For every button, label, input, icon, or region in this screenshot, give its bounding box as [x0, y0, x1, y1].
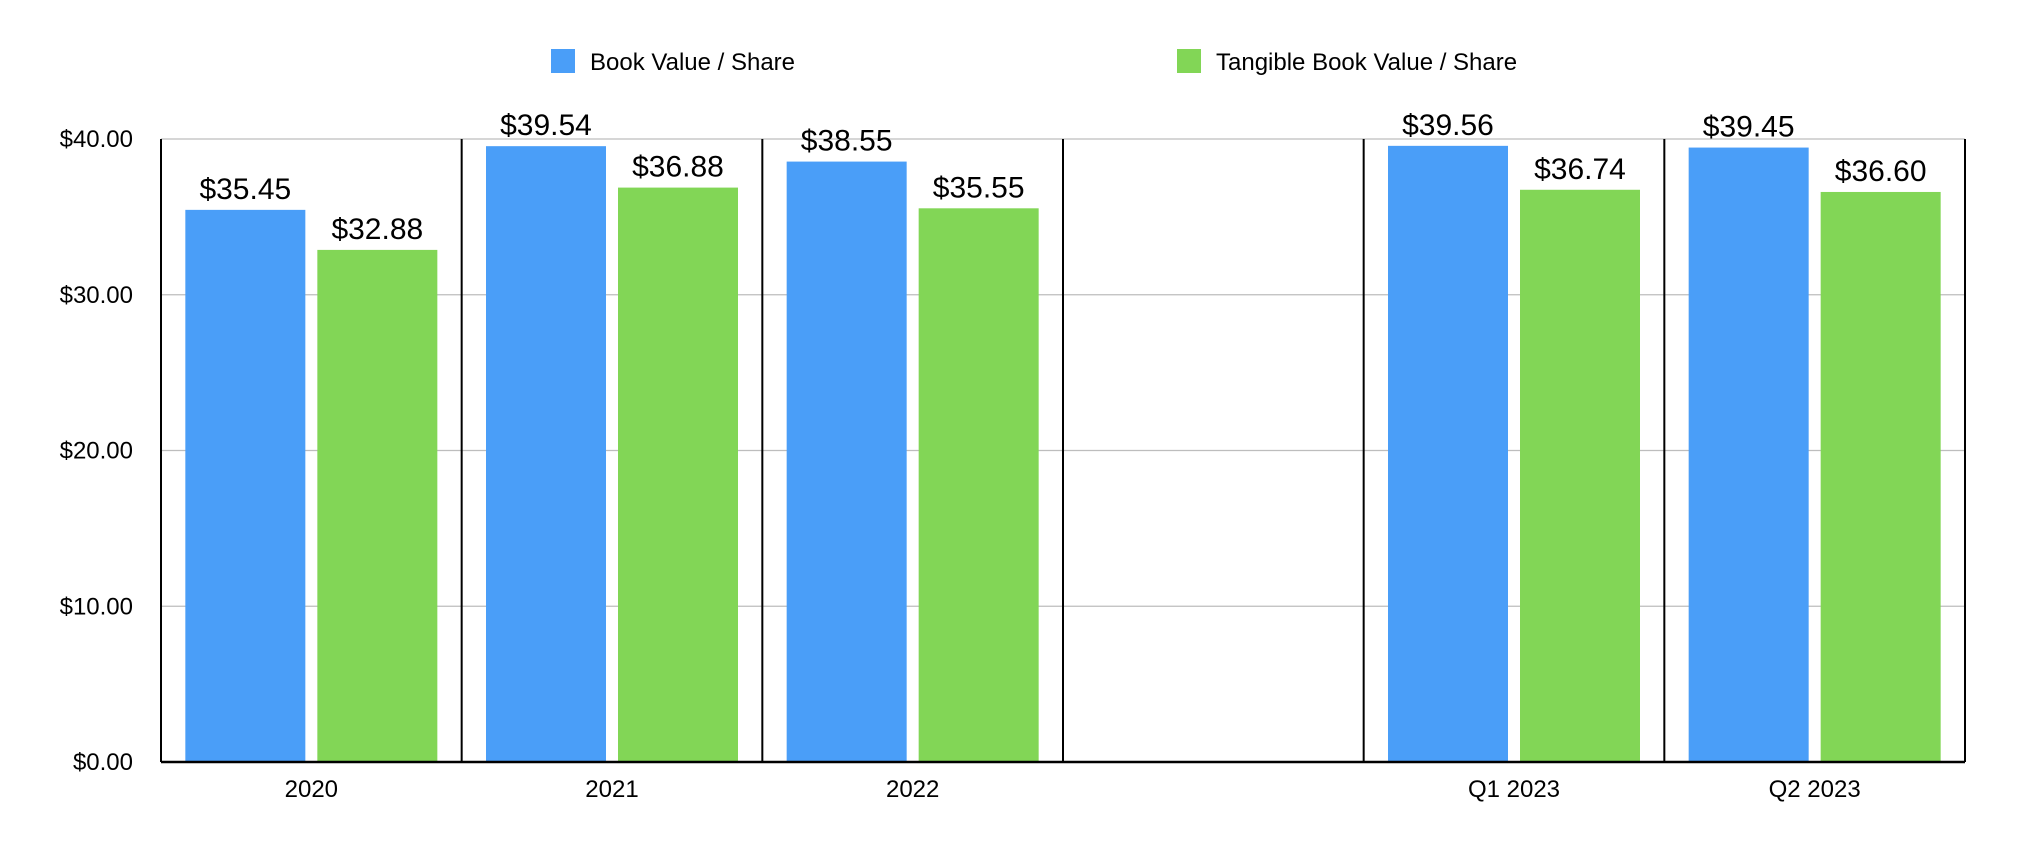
y-tick-label: $10.00	[60, 593, 133, 620]
data-label: $39.45	[1703, 111, 1795, 144]
data-label: $36.74	[1534, 153, 1626, 186]
bars	[185, 145, 1941, 763]
x-tick-label: Q2 2023	[1769, 776, 1861, 803]
bar	[618, 187, 738, 762]
x-tick-label: 2021	[585, 776, 638, 803]
x-tick-label: Q1 2023	[1468, 776, 1560, 803]
y-tick-label: $20.00	[60, 438, 133, 465]
data-label: $36.88	[632, 151, 724, 184]
bar	[317, 249, 438, 763]
y-tick-label: $30.00	[60, 282, 133, 309]
x-axis: 2020 2021 2022 Q1 2023 Q2 2023	[285, 776, 1861, 803]
legend-swatch	[1177, 49, 1201, 73]
bar	[786, 161, 907, 763]
bar	[185, 209, 306, 762]
data-label: $39.54	[500, 109, 592, 142]
bar	[1820, 191, 1941, 762]
legend-label: Tangible Book Value / Share	[1216, 49, 1517, 76]
legend-label: Book Value / Share	[590, 49, 795, 76]
y-tick-label: $40.00	[60, 126, 133, 153]
y-axis: $0.00 $10.00 $20.00 $30.00 $40.00	[60, 126, 133, 776]
bar	[918, 208, 1039, 763]
bar	[1688, 147, 1809, 762]
x-tick-label: 2022	[886, 776, 939, 803]
x-tick-label: 2020	[285, 776, 338, 803]
bar	[1520, 189, 1640, 762]
data-label: $36.60	[1835, 155, 1927, 188]
data-label: $32.88	[331, 213, 423, 246]
plot-frame	[160, 139, 1966, 764]
data-label: $39.56	[1402, 109, 1494, 142]
y-tick-label: $0.00	[73, 749, 133, 776]
legend: Book Value / Share Tangible Book Value / …	[551, 49, 1517, 76]
data-labels: $35.45 $39.54 $38.55 $39.56 $39.45 $32.88 $36.…	[199, 109, 1926, 246]
legend-swatch	[551, 49, 575, 73]
data-label: $38.55	[801, 125, 893, 158]
data-label: $35.55	[933, 171, 1025, 204]
bar	[486, 146, 606, 763]
data-label: $35.45	[199, 173, 291, 206]
bar	[1388, 145, 1508, 762]
